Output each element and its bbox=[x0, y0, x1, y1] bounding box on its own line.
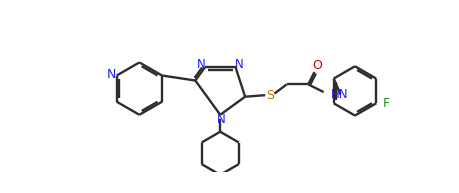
Text: N: N bbox=[235, 58, 244, 71]
Text: HN: HN bbox=[331, 88, 349, 101]
Text: N: N bbox=[196, 58, 205, 71]
Text: S: S bbox=[266, 89, 274, 102]
Text: N: N bbox=[217, 113, 225, 126]
Text: O: O bbox=[313, 59, 322, 72]
Text: N: N bbox=[106, 68, 116, 81]
Text: F: F bbox=[382, 97, 390, 110]
